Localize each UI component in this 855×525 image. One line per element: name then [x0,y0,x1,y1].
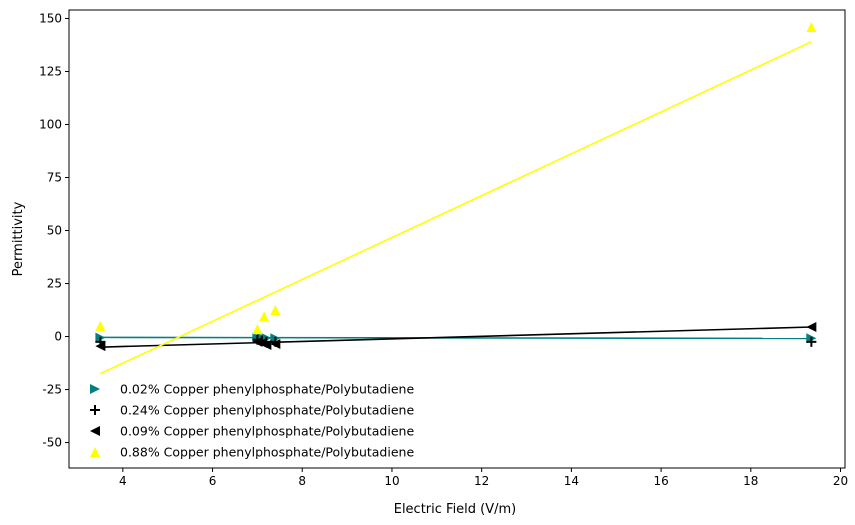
triangle-up-marker [270,305,281,316]
y-tick-label: 100 [39,118,62,132]
x-tick-label: 14 [564,474,579,488]
x-axis: 4 6 8 10 12 14 16 18 20 [119,468,848,488]
legend-label: 0.24% Copper phenylphosphate/Polybutadie… [120,403,414,418]
y-axis-label: Permittivity [11,201,26,276]
legend-label: 0.88% Copper phenylphosphate/Polybutadie… [120,445,414,460]
plus-marker [90,405,100,415]
triangle-left-marker [95,341,106,352]
x-tick-label: 8 [298,474,306,488]
y-tick-label: 125 [39,64,62,78]
triangle-left-marker [261,340,272,351]
x-tick-label: 20 [833,474,848,488]
triangle-up-marker [259,311,270,322]
y-tick-label: 25 [47,277,62,291]
triangle-left-marker [90,426,100,436]
y-tick-label: 50 [47,224,62,238]
legend-label: 0.02% Copper phenylphosphate/Polybutadie… [120,382,414,397]
plus-marker [806,336,817,347]
y-tick-label: -50 [42,436,62,450]
x-tick-label: 18 [743,474,758,488]
fit-line [100,41,812,375]
fit-lines [100,41,812,375]
triangle-up-marker [806,21,817,32]
x-tick-label: 16 [653,474,668,488]
y-tick-label: 0 [54,330,62,344]
triangle-up-marker [252,324,263,335]
fit-line [100,326,812,348]
y-tick-label: 150 [39,11,62,25]
triangle-up-marker [90,447,100,457]
x-tick-label: 4 [119,474,127,488]
x-tick-label: 6 [209,474,217,488]
x-tick-label: 10 [384,474,399,488]
triangle-up-marker [95,320,106,331]
plot-background [69,10,845,468]
triangle-left-marker [806,321,817,332]
y-tick-label: -25 [42,383,62,397]
fit-line [100,336,812,340]
plot-frame [68,9,846,469]
x-tick-label: 12 [474,474,489,488]
triangle-left-marker [270,338,281,349]
y-axis: -50 -25 0 25 50 75 100 125 150 [39,11,69,450]
y-tick-label: 75 [47,171,62,185]
data-markers [95,21,817,352]
legend: 0.02% Copper phenylphosphate/Polybutadie… [90,382,414,460]
triangle-right-marker [90,384,100,394]
x-axis-label: Electric Field (V/m) [394,502,517,517]
legend-label: 0.09% Copper phenylphosphate/Polybutadie… [120,424,414,439]
